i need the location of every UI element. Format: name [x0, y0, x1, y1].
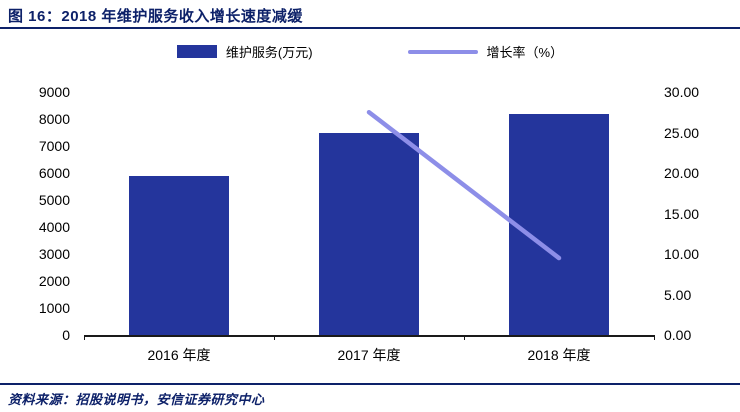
left-axis-tick: 1000 — [38, 300, 70, 316]
right-axis-tick: 15.00 — [664, 205, 700, 222]
footer-rule — [0, 383, 740, 385]
legend-bar-label: 维护服务(万元) — [225, 45, 313, 60]
right-axis-tick: 20.00 — [664, 165, 700, 181]
title-rule — [0, 27, 740, 29]
bar-swatch-icon — [176, 45, 217, 58]
bar-2016-年度 — [129, 175, 229, 335]
left-axis: 0 1000 2000 3000 4000 5000 6000 7000 8000 9000 — [0, 84, 76, 343]
left-axis-tick: 2000 — [38, 273, 70, 289]
chart: 0 1000 2000 3000 4000 5000 6000 7000 8000 9000 0.… — [0, 80, 740, 380]
left-axis-tick: 8000 — [38, 111, 70, 127]
right-axis: 0.00 5.00 10.00 15.00 20.00 25.00 30.00 — [660, 84, 738, 343]
right-axis-tick: 25.00 — [664, 124, 700, 141]
source-note: 资料来源：招股说明书，安信证券研究中心 — [8, 392, 265, 407]
x-axis-label: 2018 年度 — [527, 347, 591, 363]
plot-area — [84, 92, 655, 340]
left-axis-tick: 3000 — [38, 246, 70, 262]
bar-2018-年度 — [509, 113, 609, 335]
right-axis-tick: 5.00 — [664, 286, 692, 303]
line-swatch-icon — [407, 49, 478, 54]
left-axis-tick: 5000 — [38, 192, 70, 208]
x-axis-tickmark — [274, 335, 275, 340]
bar-2017-年度 — [319, 132, 419, 335]
legend-line-label: 增长率（%） — [486, 45, 564, 60]
legend-item-line: 增长率（%） — [407, 42, 564, 61]
right-axis-tick: 30.00 — [664, 84, 700, 100]
right-axis-tick: 10.00 — [664, 246, 700, 262]
left-axis-tick: 6000 — [38, 165, 70, 181]
left-axis-tick: 0 — [62, 327, 70, 343]
growth-line — [366, 110, 562, 261]
left-axis-tick: 4000 — [38, 219, 70, 235]
x-axis-label: 2016 年度 — [147, 347, 211, 363]
legend: 维护服务(万元) 增长率（%） — [0, 42, 740, 61]
legend-item-bar: 维护服务(万元) — [176, 42, 313, 61]
right-axis-tick: 0.00 — [664, 327, 692, 343]
figure-title: 图 16：2018 年维护服务收入增长速度减缓 — [8, 8, 303, 25]
left-axis-tick: 7000 — [38, 138, 70, 154]
x-axis-tickmark — [464, 335, 465, 340]
x-axis-tickmark — [84, 335, 85, 340]
x-axis-label: 2017 年度 — [337, 347, 401, 363]
x-axis-tickmark — [654, 335, 655, 340]
left-axis-tick: 9000 — [38, 84, 70, 100]
